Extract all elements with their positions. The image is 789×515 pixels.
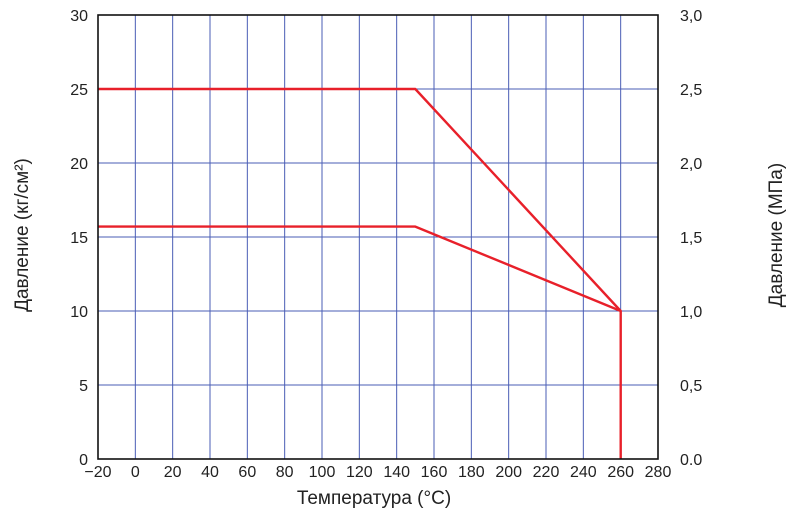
y-right-axis-title: Давление (МПа) bbox=[766, 163, 787, 307]
x-tick-label: 20 bbox=[164, 464, 182, 481]
y-right-tick-label: 1,5 bbox=[680, 230, 702, 247]
x-tick-labels: −20 0 20 40 60 80 100 120 140 160 180 200 220 240 260 2… bbox=[84, 464, 671, 481]
y-right-tick-label: 2,0 bbox=[680, 156, 702, 173]
x-tick-label: 280 bbox=[645, 464, 672, 481]
y-right-tick-label: 0.0 bbox=[680, 452, 702, 469]
x-tick-label: 0 bbox=[131, 464, 140, 481]
y-left-tick-label: 30 bbox=[70, 8, 88, 25]
x-tick-label: 120 bbox=[346, 464, 373, 481]
x-tick-label: 100 bbox=[309, 464, 336, 481]
x-tick-label: 160 bbox=[421, 464, 448, 481]
series-line-2 bbox=[98, 225, 622, 313]
x-axis-title: Температура (°С) bbox=[297, 488, 451, 509]
y-right-tick-label: 1,0 bbox=[680, 304, 702, 321]
series-layer bbox=[98, 87, 622, 459]
y-left-tick-label: 0 bbox=[79, 452, 88, 469]
y-right-tick-labels: 0.0 0,5 1,0 1,5 2,0 2,5 3,0 bbox=[680, 8, 702, 469]
x-tick-label: 220 bbox=[533, 464, 560, 481]
y-right-tick-label: 2,5 bbox=[680, 82, 702, 99]
y-left-tick-label: 5 bbox=[79, 378, 88, 395]
y-left-tick-labels: 0 5 10 15 20 25 30 bbox=[70, 8, 88, 469]
y-left-axis-title: Давление (кг/см²) bbox=[12, 158, 33, 312]
y-left-tick-label: 10 bbox=[70, 304, 88, 321]
x-tick-label: 260 bbox=[607, 464, 634, 481]
grid-layer bbox=[98, 15, 658, 459]
x-tick-label: 80 bbox=[276, 464, 294, 481]
y-left-tick-label: 20 bbox=[70, 156, 88, 173]
y-left-tick-label: 25 bbox=[70, 82, 88, 99]
x-tick-label: 200 bbox=[495, 464, 522, 481]
x-tick-label: 140 bbox=[383, 464, 410, 481]
plot-frame bbox=[97, 14, 659, 460]
x-tick-label: −20 bbox=[84, 464, 111, 481]
series-line-1 bbox=[98, 87, 622, 459]
x-tick-label: 40 bbox=[201, 464, 219, 481]
x-tick-label: 60 bbox=[238, 464, 256, 481]
x-tick-label: 180 bbox=[458, 464, 485, 481]
y-right-tick-label: 3,0 bbox=[680, 8, 702, 25]
y-left-tick-label: 15 bbox=[70, 230, 88, 247]
y-right-tick-label: 0,5 bbox=[680, 378, 702, 395]
x-tick-label: 240 bbox=[570, 464, 597, 481]
